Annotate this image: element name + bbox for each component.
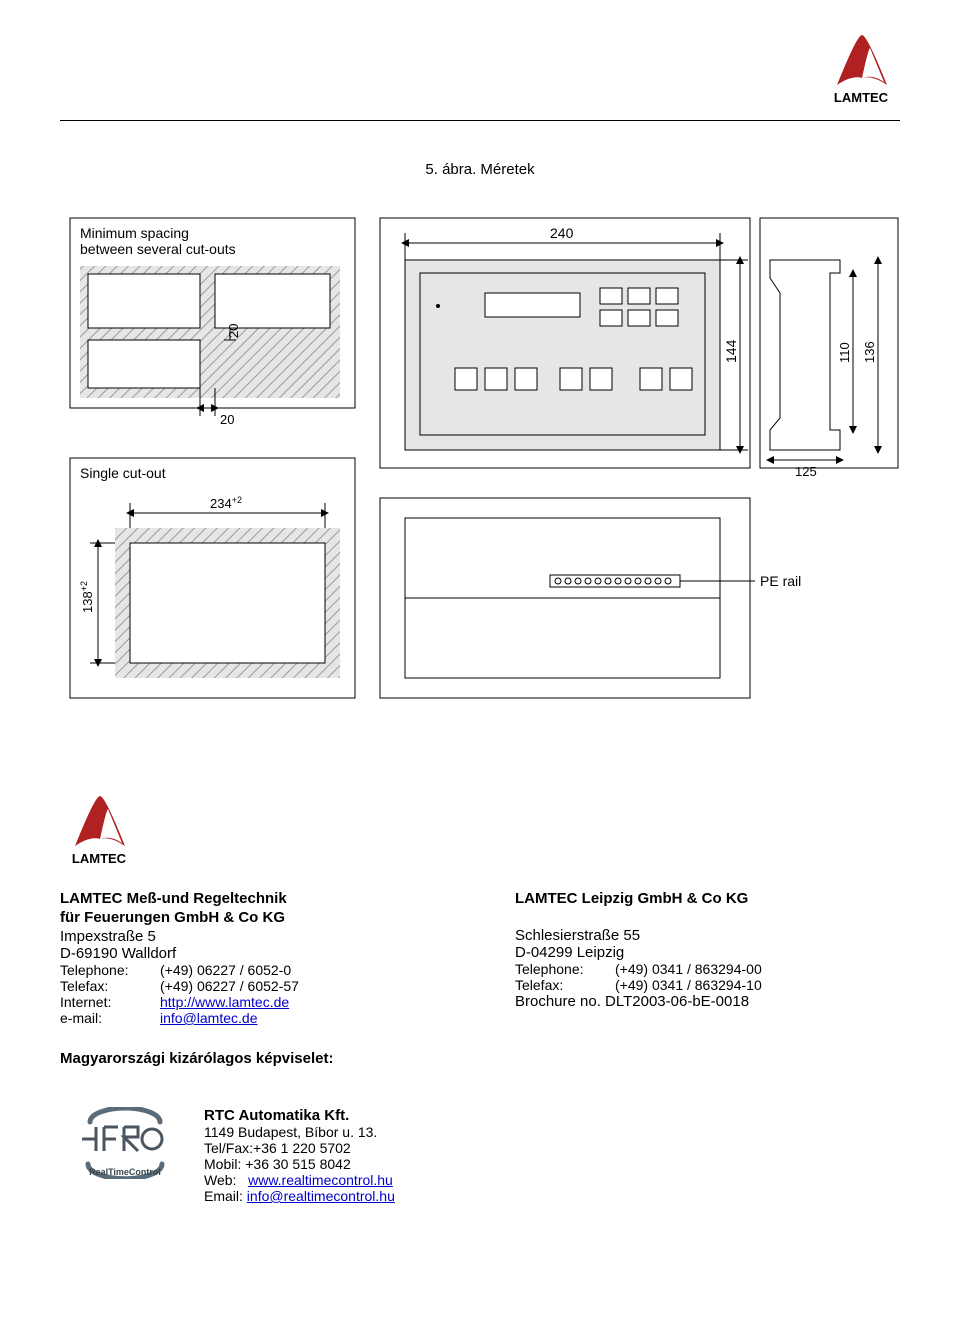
svg-text:234+2: 234+2 <box>210 495 242 511</box>
company-right-city: D-04299 Leipzig <box>515 944 900 961</box>
svg-text:LAMTEC: LAMTEC <box>834 90 889 105</box>
company-right-street: Schlesierstraße 55 <box>515 927 900 944</box>
svg-text:136: 136 <box>862 341 877 363</box>
phone-value-r: (+49) 0341 / 863294-00 <box>615 961 762 977</box>
svg-text:125: 125 <box>795 464 817 479</box>
phone-value: (+49) 06227 / 6052-0 <box>160 962 291 978</box>
rtc-mobil: Mobil: +36 30 515 8042 <box>204 1156 395 1172</box>
svg-text:LAMTEC: LAMTEC <box>72 851 127 866</box>
company-right: LAMTEC Leipzig GmbH & Co KG Schlesierstr… <box>515 890 900 1026</box>
rep-title: Magyarországi kizárólagos képviselet: <box>60 1050 900 1067</box>
svg-text:Single cut-out: Single cut-out <box>80 465 166 481</box>
svg-text:240: 240 <box>550 225 574 241</box>
internet-link[interactable]: http://www.lamtec.de <box>160 994 289 1010</box>
dimensions-diagram: Minimum spacing between several cut-outs… <box>60 198 900 718</box>
svg-text:20: 20 <box>220 412 234 427</box>
fax-label: Telefax: <box>60 978 160 994</box>
fax-label-r: Telefax: <box>515 977 615 993</box>
rtc-info: RTC Automatika Kft. 1149 Budapest, Bíbor… <box>204 1107 395 1204</box>
company-left-city: D-69190 Walldorf <box>60 945 445 962</box>
phone-label: Telephone: <box>60 962 160 978</box>
fax-value-r: (+49) 0341 / 863294-10 <box>615 977 762 993</box>
svg-text:110: 110 <box>837 342 852 363</box>
rtc-name: RTC Automatika Kft. <box>204 1107 395 1124</box>
svg-text:PE rail: PE rail <box>760 573 801 589</box>
rtc-address: 1149 Budapest, Bíbor u. 13. <box>204 1124 395 1140</box>
svg-text:144: 144 <box>723 339 739 363</box>
phone-label-r: Telephone: <box>515 961 615 977</box>
rtc-email-label: Email: <box>204 1188 243 1204</box>
email-label: e-mail: <box>60 1010 160 1026</box>
email-link[interactable]: info@lamtec.de <box>160 1010 257 1026</box>
svg-text:138+2: 138+2 <box>79 581 95 613</box>
lamtec-logo-top: LAMTEC <box>822 30 900 108</box>
svg-text:Minimum spacing: Minimum spacing <box>80 225 189 241</box>
svg-text:20: 20 <box>226 324 241 338</box>
fax-value: (+49) 06227 / 6052-57 <box>160 978 299 994</box>
svg-text:RealTimeControl: RealTimeControl <box>89 1167 161 1177</box>
brochure-line: Brochure no. DLT2003-06-bE-0018 <box>515 993 900 1010</box>
figure-title: 5. ábra. Méretek <box>60 161 900 178</box>
company-left-street: Impexstraße 5 <box>60 928 445 945</box>
svg-text:between several cut-outs: between several cut-outs <box>80 241 236 257</box>
company-left-name: LAMTEC Meß-und Regeltechnik <box>60 890 445 907</box>
company-right-name: LAMTEC Leipzig GmbH & Co KG <box>515 890 900 907</box>
rtc-web-link[interactable]: www.realtimecontrol.hu <box>248 1172 393 1188</box>
internet-label: Internet: <box>60 994 160 1010</box>
company-left: LAMTEC Meß-und Regeltechnik für Feuerung… <box>60 890 445 1026</box>
rtc-logo: RealTimeControl <box>70 1107 180 1179</box>
rtc-email-link[interactable]: info@realtimecontrol.hu <box>247 1188 395 1204</box>
rtc-web-label: Web: <box>204 1172 236 1188</box>
lamtec-logo-bottom: LAMTEC <box>60 791 138 869</box>
rtc-telfax: Tel/Fax:+36 1 220 5702 <box>204 1140 395 1156</box>
company-left-sub: für Feuerungen GmbH & Co KG <box>60 909 445 926</box>
